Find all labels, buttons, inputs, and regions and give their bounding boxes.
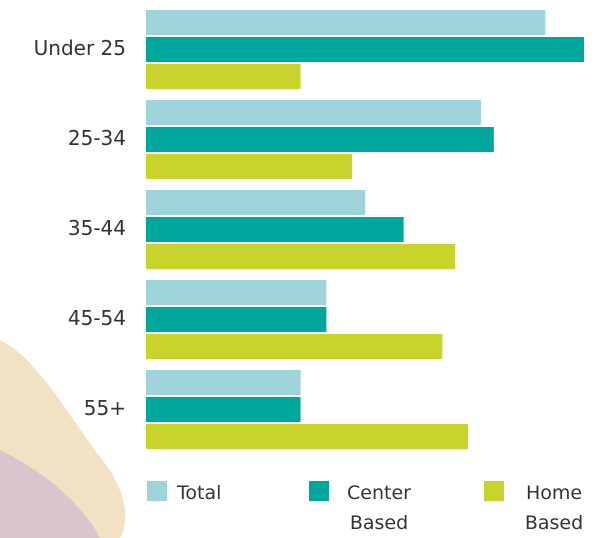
bar <box>146 64 301 89</box>
legend-item: Center Based <box>309 478 419 538</box>
bar <box>146 244 455 269</box>
chart: Under 25 25-34 35-44 45-54 55+ <box>0 0 598 538</box>
bar <box>146 217 404 242</box>
bar <box>146 100 481 125</box>
bar <box>146 154 352 179</box>
bar <box>146 334 442 359</box>
y-tick-label: 55+ <box>84 396 126 420</box>
legend-swatch <box>309 481 329 501</box>
y-tick-label: 35-44 <box>68 216 126 240</box>
bar <box>146 127 494 152</box>
y-tick-label: 45-54 <box>68 306 126 330</box>
bar <box>146 370 301 395</box>
legend-label: Total <box>177 478 221 508</box>
legend-label: Home Based <box>514 478 594 538</box>
bar <box>146 37 584 62</box>
legend-item: Total <box>147 478 221 508</box>
legend-swatch <box>484 481 504 501</box>
bar <box>146 424 468 449</box>
legend-item: Home Based <box>484 478 594 538</box>
legend-label: Center Based <box>339 478 419 538</box>
bar <box>146 190 365 215</box>
bar <box>146 280 326 305</box>
legend-swatch <box>147 481 167 501</box>
bar <box>146 397 301 422</box>
bar <box>146 307 326 332</box>
bar <box>146 10 545 35</box>
y-tick-label: 25-34 <box>68 126 126 150</box>
page: {"chart_data": {"type": "hbar", "categor… <box>0 0 598 538</box>
y-tick-label: Under 25 <box>34 36 126 60</box>
